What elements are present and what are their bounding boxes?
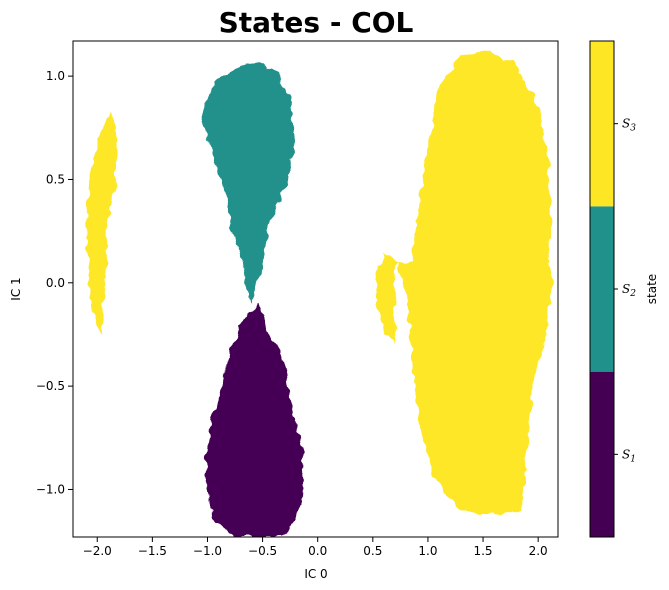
colorbar-label: state xyxy=(645,274,659,304)
x-tick-label: 1.5 xyxy=(473,544,492,558)
state-regions xyxy=(86,51,552,537)
colorbar-tick-label: S3 xyxy=(622,117,636,134)
colorbar-frame xyxy=(589,40,615,538)
chart-title: States - COL xyxy=(219,6,414,39)
x-tick-label: −1.0 xyxy=(193,544,222,558)
colorbar: S1 S2 S3 xyxy=(589,40,636,538)
y-tick-label: −1.0 xyxy=(36,482,65,496)
state-region-s3 xyxy=(397,51,552,515)
y-tick-label: 1.0 xyxy=(46,69,65,83)
state-region-s1 xyxy=(205,303,305,537)
y-tick-label: 0.0 xyxy=(46,276,65,290)
x-axis-label: IC 0 xyxy=(304,567,327,581)
state-region-s3 xyxy=(86,111,116,335)
y-axis-label: IC 1 xyxy=(9,277,23,300)
x-tick-label: 1.0 xyxy=(418,544,437,558)
colorbar-tick-label: S2 xyxy=(622,282,636,299)
state-region-s2 xyxy=(202,61,296,304)
x-tick-label: −2.0 xyxy=(83,544,112,558)
colorbar-segment xyxy=(590,371,614,537)
x-tick-label: 2.0 xyxy=(529,544,548,558)
plot-frame xyxy=(72,40,559,538)
colorbar-segment xyxy=(590,206,614,372)
y-tick-label: −0.5 xyxy=(36,379,65,393)
x-tick-label: 0.0 xyxy=(308,544,327,558)
state-region-s3 xyxy=(375,251,398,345)
y-axis: −1.0 −0.5 0.0 0.5 1.0 xyxy=(36,69,73,496)
x-axis: −2.0 −1.5 −1.0 −0.5 0.0 0.5 1.0 1.5 2.0 xyxy=(83,537,548,558)
y-tick-label: 0.5 xyxy=(46,172,65,186)
colorbar-tick-label: S1 xyxy=(622,447,636,464)
x-tick-label: 0.5 xyxy=(363,544,382,558)
colorbar-segment xyxy=(590,41,614,207)
x-tick-label: −0.5 xyxy=(248,544,277,558)
x-tick-label: −1.5 xyxy=(138,544,167,558)
